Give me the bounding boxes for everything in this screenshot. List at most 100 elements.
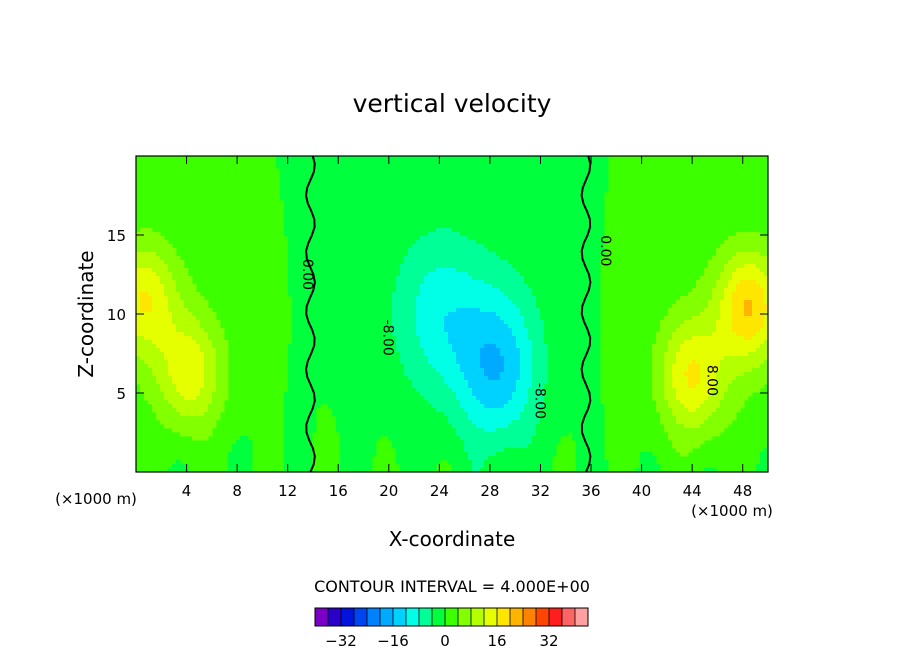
contour-cell (708, 268, 713, 273)
contour-cell (156, 244, 161, 249)
contour-cell (144, 240, 149, 245)
contour-cell (744, 312, 749, 317)
contour-cell (444, 192, 449, 197)
contour-cell (452, 224, 457, 229)
contour-cell (220, 344, 225, 349)
contour-cell (548, 276, 553, 281)
contour-cell (424, 256, 429, 261)
contour-cell (752, 288, 757, 293)
contour-cell (316, 300, 321, 305)
contour-cell (380, 200, 385, 205)
contour-cell (400, 300, 405, 305)
contour-cell (484, 348, 489, 353)
contour-cell (296, 348, 301, 353)
contour-cell (476, 300, 481, 305)
contour-cell (516, 252, 521, 257)
contour-cell (480, 296, 485, 301)
contour-cell (376, 204, 381, 209)
contour-cell (472, 276, 477, 281)
contour-cell (404, 232, 409, 237)
contour-cell (364, 296, 369, 301)
contour-cell (476, 268, 481, 273)
contour-cell (468, 268, 473, 273)
contour-cell (392, 228, 397, 233)
contour-cell (464, 320, 469, 325)
contour-cell (548, 188, 553, 193)
contour-cell (468, 300, 473, 305)
contour-cell (160, 296, 165, 301)
contour-cell (460, 192, 465, 197)
contour-cell (700, 276, 705, 281)
contour-cell (436, 160, 441, 165)
contour-cell (492, 156, 497, 161)
contour-cell (300, 176, 305, 181)
contour-cell (340, 160, 345, 165)
contour-cell (732, 292, 737, 297)
contour-cell (520, 172, 525, 177)
contour-cell (416, 340, 421, 345)
contour-cell (492, 280, 497, 285)
contour-cell (504, 288, 509, 293)
contour-cell (168, 300, 173, 305)
contour-cell (428, 312, 433, 317)
contour-cell (364, 168, 369, 173)
contour-cell (348, 212, 353, 217)
contour-cell (300, 196, 305, 201)
contour-cell (568, 272, 573, 277)
contour-cell (284, 156, 289, 161)
contour-cell (564, 264, 569, 269)
contour-cell (460, 280, 465, 285)
contour-cell (404, 280, 409, 285)
contour-cell (560, 160, 565, 165)
contour-cell (180, 328, 185, 333)
contour-cell (524, 212, 529, 217)
contour-cell (500, 240, 505, 245)
contour-cell (160, 248, 165, 253)
contour-cell (316, 276, 321, 281)
contour-cell (292, 332, 297, 337)
contour-cell (392, 168, 397, 173)
contour-cell (412, 252, 417, 257)
contour-cell (736, 348, 741, 353)
contour-cell (364, 276, 369, 281)
contour-cell (580, 276, 585, 281)
contour-cell (432, 296, 437, 301)
contour-cell (360, 200, 365, 205)
contour-cell (696, 328, 701, 333)
contour-cell (360, 268, 365, 273)
contour-cell (592, 224, 597, 229)
contour-cell (492, 300, 497, 305)
contour-cell (468, 328, 473, 333)
contour-cell (140, 228, 145, 233)
contour-cell (456, 176, 461, 181)
contour-cell (456, 268, 461, 273)
contour-cell (552, 344, 557, 349)
contour-cell (688, 300, 693, 305)
contour-cell (332, 352, 337, 357)
contour-cell (348, 176, 353, 181)
contour-cell (448, 240, 453, 245)
contour-cell (388, 212, 393, 217)
contour-cell (724, 296, 729, 301)
contour-cell (448, 212, 453, 217)
contour-cell (536, 312, 541, 317)
contour-cell (336, 304, 341, 309)
contour-cell (460, 224, 465, 229)
contour-cell (476, 288, 481, 293)
contour-cell (508, 156, 513, 161)
contour-cell (408, 228, 413, 233)
contour-cell (352, 252, 357, 257)
contour-cell (440, 248, 445, 253)
contour-cell (200, 308, 205, 313)
contour-cell (464, 272, 469, 277)
contour-cell (524, 280, 529, 285)
contour-cell (484, 232, 489, 237)
contour-cell (536, 288, 541, 293)
contour-cell (592, 196, 597, 201)
contour-cell (404, 164, 409, 169)
contour-cell (452, 156, 457, 161)
contour-cell (284, 216, 289, 221)
contour-cell (348, 188, 353, 193)
contour-cell (676, 312, 681, 317)
contour-cell (380, 164, 385, 169)
